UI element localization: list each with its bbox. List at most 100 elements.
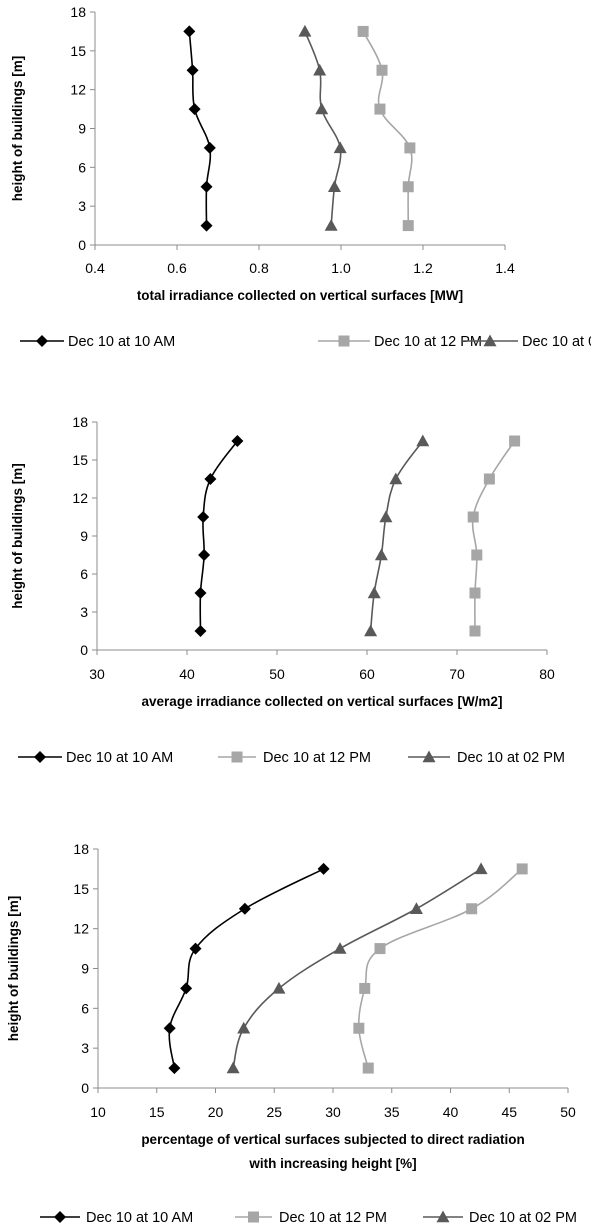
x-tick-label: 0.6 [167, 260, 187, 276]
legend-label: Dec 10 at 12 PM [279, 1210, 387, 1226]
y-tick-label: 15 [70, 43, 86, 59]
series-line [369, 440, 424, 632]
legend-label: Dec 10 at 10 AM [68, 334, 175, 350]
x-tick-label: 50 [560, 1104, 576, 1120]
data-point [357, 25, 369, 37]
data-point [194, 587, 207, 599]
x-axis-label: percentage of vertical surfaces subjecte… [141, 1132, 524, 1147]
x-tick-label: 60 [359, 666, 375, 682]
data-point [180, 982, 193, 995]
y-tick-label: 6 [81, 1000, 89, 1016]
legend-item: Dec 10 at 12 PM [218, 750, 371, 766]
data-point [374, 548, 388, 561]
legend-marker [436, 1210, 450, 1223]
series-1 [183, 25, 216, 232]
x-tick-label: 0.4 [85, 260, 105, 276]
legend-marker [338, 335, 350, 347]
series-line [471, 440, 516, 632]
y-axis-label: height of buildings [m] [10, 463, 25, 608]
y-tick-label: 18 [73, 841, 89, 857]
x-tick-label: 30 [89, 666, 105, 682]
y-tick-label: 15 [72, 452, 88, 468]
y-tick-label: 0 [80, 642, 88, 658]
x-tick-label: 15 [149, 1104, 165, 1120]
data-point [467, 511, 479, 523]
series-line [188, 31, 212, 226]
x-tick-label: 1.4 [495, 260, 515, 276]
x-tick-label: 0.8 [249, 260, 269, 276]
data-point [238, 902, 251, 915]
data-point [194, 625, 207, 637]
legend-label: Dec 10 at 10 AM [66, 750, 173, 766]
x-tick-label: 80 [539, 666, 555, 682]
data-point [313, 63, 327, 76]
data-point [353, 1022, 365, 1034]
x-tick-label: 20 [208, 1104, 224, 1120]
x-tick-label: 1.2 [413, 260, 433, 276]
data-point [474, 862, 488, 875]
legend-item: Dec 10 at 02 PM [423, 1210, 577, 1226]
legend-marker [34, 751, 46, 763]
series-line [357, 868, 523, 1069]
legend-label: Dec 10 at 12 PM [263, 750, 371, 766]
x-tick-label: 50 [269, 666, 285, 682]
data-point [298, 24, 312, 37]
data-point [359, 982, 371, 994]
y-tick-label: 18 [72, 414, 88, 430]
y-axis-label: height of buildings [m] [10, 56, 25, 201]
series-line [362, 31, 413, 226]
data-point [200, 219, 213, 232]
y-tick-label: 0 [81, 1080, 89, 1096]
data-point [374, 103, 386, 115]
x-tick-label: 10 [90, 1104, 106, 1120]
series-1 [163, 862, 330, 1075]
y-tick-label: 3 [80, 604, 88, 620]
y-tick-label: 18 [70, 4, 86, 20]
legend-item: Dec 10 at 10 AM [20, 334, 175, 350]
legend-marker [36, 335, 48, 347]
data-point [226, 1061, 240, 1074]
legend-label: Dec 10 at 02 PM [457, 750, 565, 766]
chart-2: 0 3 6 9 12 15 18 30 40 50 60 70 80 height of building… [10, 414, 565, 766]
x-axis-label-line2: with increasing height [%] [248, 1156, 416, 1171]
y-tick-label: 9 [78, 121, 86, 137]
y-tick-label: 6 [80, 566, 88, 582]
chart-3: 0 3 6 9 12 15 18 10 15 20 25 30 35 40 45 50 height of bu… [6, 841, 577, 1226]
legend-label: Dec 10 at 02 PM [522, 334, 591, 350]
x-tick-label: 45 [501, 1104, 517, 1120]
data-point [364, 624, 378, 637]
data-point [183, 25, 196, 38]
data-point [483, 473, 495, 485]
x-tick-label: 70 [449, 666, 465, 682]
x-axis-label: total irradiance collected on vertical s… [137, 288, 463, 303]
series-2 [353, 863, 528, 1074]
legend-item: Dec 10 at 12 PM [318, 334, 482, 350]
data-point [469, 587, 481, 599]
y-tick-label: 9 [80, 528, 88, 544]
legend-item: Dec 10 at 10 AM [40, 1210, 193, 1226]
y-tick-label: 12 [72, 490, 88, 506]
x-axis-label: average irradiance collected on vertical… [142, 694, 503, 709]
legend: Dec 10 at 10 AM Dec 10 at 12 PM Dec 10 at … [18, 750, 565, 766]
legend: Dec 10 at 10 AM Dec 10 at 12 PM Dec 10 at … [20, 334, 591, 350]
data-point [189, 942, 202, 955]
data-point [198, 549, 211, 561]
y-tick-label: 12 [70, 82, 86, 98]
series-line [304, 31, 342, 226]
x-tick-label: 40 [443, 1104, 459, 1120]
data-point [231, 435, 244, 447]
y-tick-label: 3 [81, 1040, 89, 1056]
series-line [199, 440, 239, 632]
data-point [197, 511, 210, 523]
data-point [374, 943, 386, 955]
series-line [168, 868, 324, 1069]
data-point [272, 981, 286, 994]
legend-label: Dec 10 at 02 PM [469, 1210, 577, 1226]
legend-label: Dec 10 at 12 PM [374, 334, 482, 350]
series-2 [357, 25, 416, 232]
data-point [466, 903, 478, 915]
legend-marker [483, 334, 497, 347]
data-point [317, 862, 330, 875]
legend-marker [422, 750, 436, 763]
